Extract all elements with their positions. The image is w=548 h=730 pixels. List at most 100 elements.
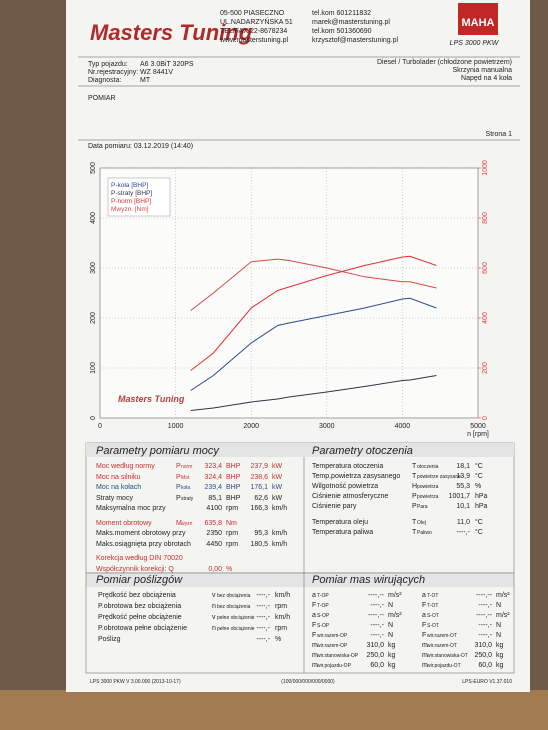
row-label: Moment obrotowy xyxy=(96,519,152,527)
row-unit: hPa xyxy=(475,503,488,510)
y-tick-label: 100 xyxy=(90,362,97,374)
row-symbol-sub: bez obciążenia xyxy=(217,604,251,610)
row-symbol: F xyxy=(312,602,317,609)
y2-tick-label: 200 xyxy=(482,362,489,374)
y2-tick-label: 0 xyxy=(482,416,489,420)
row-unit: kg xyxy=(496,642,504,649)
row-value: 250,0 xyxy=(366,652,384,659)
row-symbol: F xyxy=(422,632,427,639)
row-symbol-sub: T-OP xyxy=(317,593,329,599)
series-line xyxy=(190,255,437,371)
row-label: Temperatura otoczenia xyxy=(312,463,384,470)
row-value: 60,0 xyxy=(478,662,492,669)
row-unit: km/h xyxy=(272,530,288,537)
row-symbol: a xyxy=(312,612,316,619)
vehicle-detail: Napęd na 4 koła xyxy=(461,75,512,82)
row-symbol-sub: Mot xyxy=(181,474,190,481)
row-label: Wilgotność powietrza xyxy=(312,483,379,490)
row-label: Ciśnienie pary xyxy=(312,503,357,510)
row-value: ----,- xyxy=(478,632,492,639)
row-unit: Nm xyxy=(226,519,237,527)
row-value: ----,- xyxy=(256,636,270,643)
row-symbol: F xyxy=(312,622,317,629)
address-line: www.masterstuning.pl xyxy=(220,37,289,44)
row-unit: N xyxy=(388,622,394,629)
row-unit: rpm xyxy=(226,505,239,512)
row-symbol: M xyxy=(176,519,182,527)
row-symbol-sub: S-OP xyxy=(317,613,330,619)
row-unit: °C xyxy=(475,473,483,480)
row-symbol-sub: norm xyxy=(181,464,193,470)
x-tick-label: 1000 xyxy=(168,423,184,430)
row-label: Poślizg xyxy=(98,636,121,643)
row-value: ----,-- xyxy=(368,612,384,619)
row-symbol-sub: S-OT xyxy=(427,613,439,619)
legend-entry: P-straty [BHP] xyxy=(111,190,152,197)
series-line xyxy=(190,375,437,411)
row-symbol: m xyxy=(422,662,428,669)
row-unit: hPa xyxy=(475,493,488,500)
row-symbol-sub: S-OP xyxy=(317,623,330,629)
row-unit: kg xyxy=(388,662,396,669)
row-value: 635,8 xyxy=(204,519,222,527)
row-symbol-sub: powietrze zasysane xyxy=(417,474,461,480)
table-surface xyxy=(0,690,548,730)
x-tick-label: 2000 xyxy=(243,423,259,430)
footer-text: (100/000/000/000/0000) xyxy=(281,679,335,685)
y-tick-label: 200 xyxy=(90,312,97,324)
row-symbol-sub: pełne obciążenie xyxy=(217,626,255,632)
row-value: 60,0 xyxy=(370,662,384,669)
row-symbol: P xyxy=(176,473,181,481)
row-label: Maksymalna moc przy xyxy=(96,505,166,512)
logo: Masters Tuning xyxy=(90,20,253,45)
row-unit: BHP xyxy=(226,484,241,491)
row-value: 239,4 xyxy=(204,484,222,491)
row-value: 95,3 xyxy=(254,530,268,537)
row-symbol: P xyxy=(176,463,181,470)
row-unit: rpm xyxy=(275,603,288,610)
row-unit: km/h xyxy=(275,614,291,621)
row-unit: kg xyxy=(388,652,396,659)
row-value: 2350 xyxy=(206,530,222,537)
row-symbol: F xyxy=(422,622,427,629)
row-symbol: P xyxy=(176,494,181,502)
row-unit: kW xyxy=(272,484,283,491)
row-symbol-sub: Para xyxy=(417,504,428,510)
row-label: Temperatura oleju xyxy=(312,519,369,526)
row-value: 237,9 xyxy=(250,463,268,470)
row-value: 18,1 xyxy=(456,463,470,470)
row-unit: kW xyxy=(272,473,283,481)
y2-tick-label: 800 xyxy=(482,212,489,224)
date: Data pomiaru: 03.12.2019 (14:40) xyxy=(88,143,194,150)
row-label: Ciśnienie atmosferyczne xyxy=(312,493,389,500)
section: POMIAR xyxy=(88,95,116,102)
power-title: Parametry pomiaru mocy xyxy=(96,445,219,457)
row-unit: m/s² xyxy=(388,592,402,599)
mass-box xyxy=(85,572,515,674)
row-symbol: m xyxy=(312,642,318,649)
row-unit: rpm xyxy=(275,625,288,632)
x-tick-label: 5000 xyxy=(470,423,486,430)
contact-line: tel.kom 501360690 xyxy=(312,28,372,35)
y-tick-label: 0 xyxy=(90,416,97,420)
row-label: Temperatura paliwa xyxy=(312,529,374,536)
row-symbol: n xyxy=(212,625,216,632)
row-unit: N xyxy=(388,632,394,639)
row-label: Maks.osiągnięta przy obrotach xyxy=(96,540,191,548)
row-value: ----,- xyxy=(370,622,384,629)
row-unit: m/s² xyxy=(496,592,510,599)
row-label: Korekcja według DIN 70020 xyxy=(96,555,183,562)
address-line: TEL/FAX 22-8678234 xyxy=(220,28,288,35)
row-symbol-sub: T-OT xyxy=(427,603,439,609)
address-line: 05-500 PIASECZNO xyxy=(220,10,285,17)
row-unit: kg xyxy=(496,652,504,659)
row-symbol: P xyxy=(412,493,417,500)
series-line xyxy=(190,258,437,311)
row-unit: °C xyxy=(475,529,483,536)
mass-title: Pomiar mas wirujących xyxy=(312,574,426,586)
row-unit: N xyxy=(496,602,502,609)
row-value: 0,00 xyxy=(208,565,222,573)
row-unit: °C xyxy=(475,519,483,526)
mass-header-band xyxy=(86,573,514,587)
